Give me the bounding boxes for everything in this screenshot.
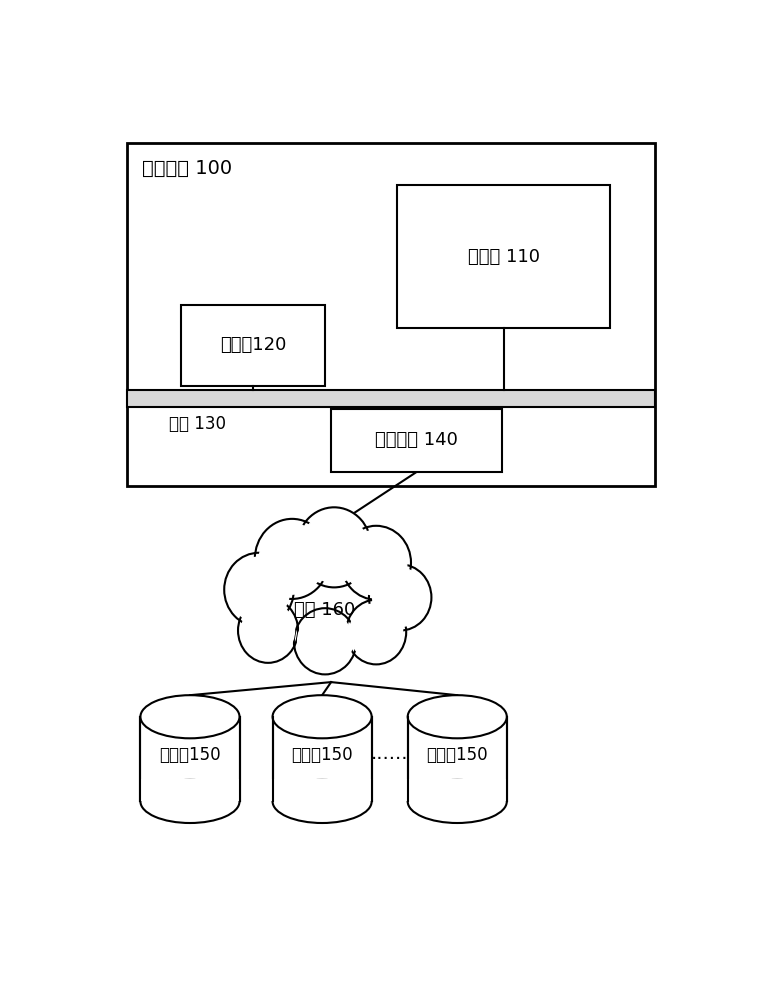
Ellipse shape: [408, 780, 507, 823]
Ellipse shape: [346, 530, 407, 595]
Bar: [408, 717, 507, 801]
Text: 接入设备 140: 接入设备 140: [375, 431, 458, 449]
Ellipse shape: [301, 512, 367, 583]
Ellipse shape: [273, 780, 372, 823]
Text: 处理器120: 处理器120: [220, 336, 286, 354]
Ellipse shape: [346, 600, 406, 664]
Bar: [127, 143, 656, 486]
Ellipse shape: [408, 695, 507, 738]
Text: 网络 160: 网络 160: [294, 601, 356, 619]
Ellipse shape: [255, 519, 329, 599]
Ellipse shape: [238, 598, 298, 663]
Ellipse shape: [294, 608, 357, 674]
Ellipse shape: [297, 507, 371, 587]
Ellipse shape: [140, 695, 239, 738]
Text: 数据库150: 数据库150: [426, 746, 488, 764]
Text: 总线 130: 总线 130: [169, 415, 226, 433]
Text: 数据库150: 数据库150: [159, 746, 221, 764]
Text: 电子设备 100: 电子设备 100: [142, 158, 232, 178]
Ellipse shape: [350, 604, 402, 661]
Ellipse shape: [341, 526, 411, 600]
Bar: [397, 185, 611, 328]
Text: 数据库150: 数据库150: [291, 746, 353, 764]
Ellipse shape: [224, 553, 294, 627]
Bar: [140, 717, 239, 801]
Text: 存储器 110: 存储器 110: [468, 248, 540, 266]
Bar: [181, 305, 326, 386]
Ellipse shape: [298, 612, 353, 670]
Bar: [273, 717, 372, 801]
Bar: [407, 779, 508, 801]
Ellipse shape: [373, 568, 428, 627]
Ellipse shape: [273, 695, 372, 738]
Bar: [127, 390, 656, 407]
Bar: [140, 779, 241, 801]
Bar: [331, 409, 502, 472]
Text: ······: ······: [371, 750, 408, 769]
Ellipse shape: [140, 780, 239, 823]
Ellipse shape: [369, 564, 432, 631]
Bar: [271, 779, 373, 801]
Ellipse shape: [229, 557, 290, 622]
Ellipse shape: [260, 524, 325, 594]
Ellipse shape: [242, 602, 294, 659]
